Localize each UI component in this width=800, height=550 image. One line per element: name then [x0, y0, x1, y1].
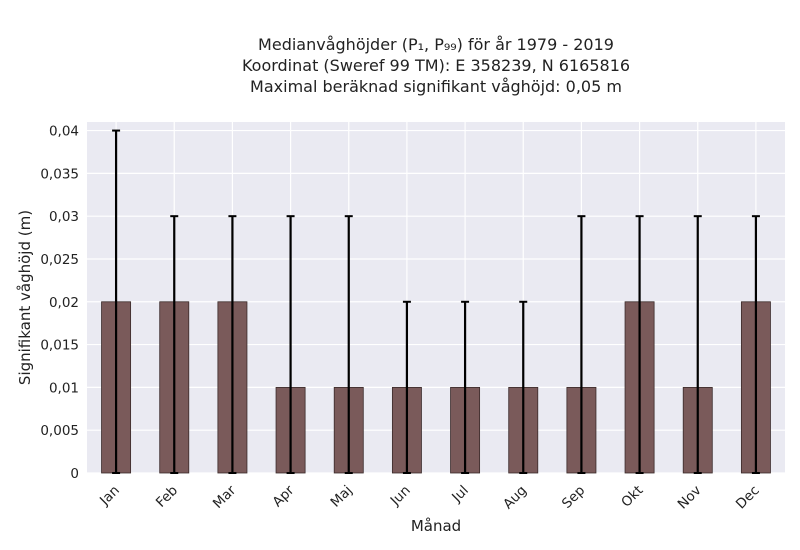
y-axis-label: Signifikant våghöjd (m): [16, 210, 34, 385]
y-tick-label: 0,015: [40, 338, 79, 354]
x-tick-label: Aug: [500, 483, 530, 513]
y-tick-label: 0,005: [40, 423, 79, 439]
y-tick-label: 0,03: [49, 209, 79, 225]
x-axis-ticks: Jan Feb Mar Apr Maj Jun Jul Aug Sep Okt Nov Dec: [96, 482, 763, 512]
y-tick-label: 0,02: [49, 295, 79, 311]
x-tick-label: Jul: [448, 483, 472, 507]
y-tick-label: 0,04: [49, 124, 79, 140]
x-tick-label: Maj: [328, 483, 356, 511]
plot-area: [87, 122, 785, 473]
y-axis-ticks: 0 0,005 0,01 0,015 0,02 0,025 0,03 0,035 0,04: [40, 124, 79, 482]
x-tick-label: Dec: [733, 483, 763, 513]
x-tick-label: Apr: [270, 482, 298, 510]
x-tick-label: Okt: [618, 483, 646, 511]
x-tick-label: Mar: [210, 482, 240, 512]
error-bars: [112, 129, 760, 474]
chart-title-line-3: Maximal beräknad signifikant våghöjd: 0,…: [250, 77, 622, 96]
chart-title-line-1: Medianvåghöjder (P₁, P₉₉) för år 1979 - …: [258, 35, 614, 54]
x-tick-label: Jan: [96, 483, 123, 510]
x-axis-label: Månad: [411, 517, 461, 535]
x-tick-label: Jun: [387, 483, 414, 510]
chart-title: Medianvåghöjder (P₁, P₉₉) för år 1979 - …: [87, 34, 785, 97]
y-tick-label: 0,035: [40, 166, 79, 182]
x-tick-label: Sep: [559, 483, 588, 512]
y-tick-label: 0: [70, 466, 79, 482]
x-tick-label: Feb: [153, 483, 181, 511]
y-tick-label: 0,01: [49, 380, 79, 396]
x-tick-label: Nov: [675, 483, 705, 513]
y-tick-label: 0,025: [40, 252, 79, 268]
chart-title-line-2: Koordinat (Sweref 99 TM): E 358239, N 61…: [241, 56, 631, 75]
